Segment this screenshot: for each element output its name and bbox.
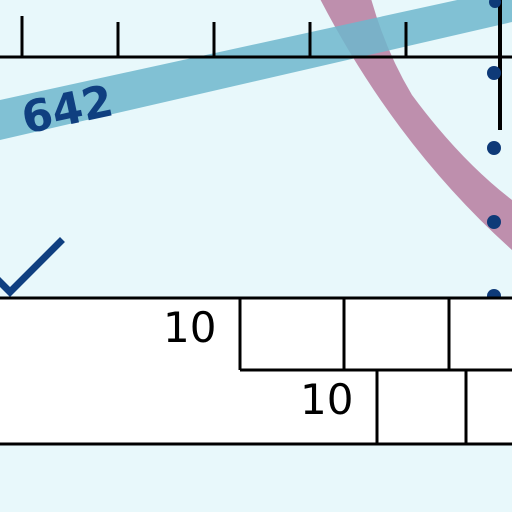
number-strip: 10 10 xyxy=(0,296,512,446)
mauve-band xyxy=(320,0,512,250)
check-icon xyxy=(0,237,65,297)
top-ruler xyxy=(0,16,512,59)
lower-row-boxes xyxy=(375,370,468,444)
lower-row-label: 10 xyxy=(300,375,353,424)
upper-row-label: 10 xyxy=(163,303,216,352)
